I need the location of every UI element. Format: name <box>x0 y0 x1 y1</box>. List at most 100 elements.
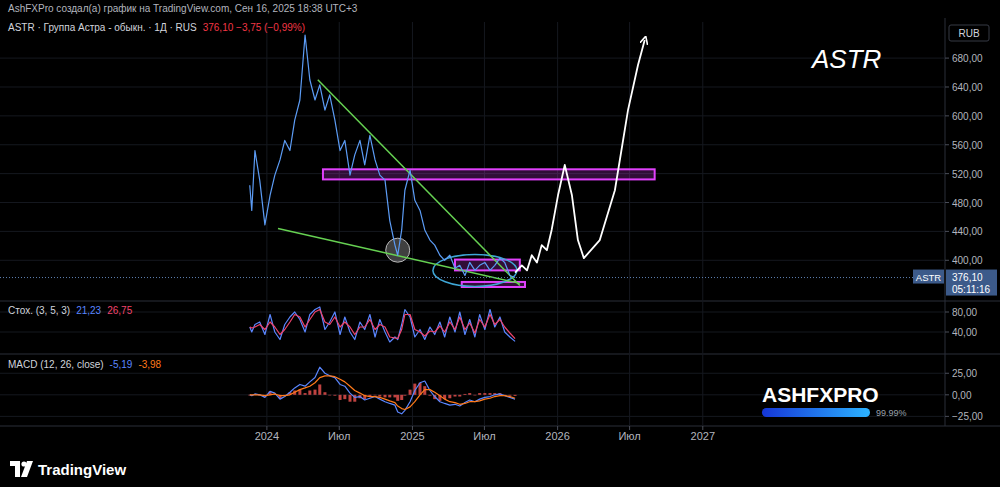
last-price-countdown: 05:11:16 <box>952 284 991 295</box>
y-grid-line <box>0 332 945 333</box>
time-axis-line <box>0 426 1000 427</box>
pane-title: Стох. (3, 5, 3) <box>8 305 70 316</box>
plot-area <box>248 367 516 414</box>
pane-subtitle: 376,10 −3,75 (−0,99%) <box>203 22 305 33</box>
histogram-bar <box>448 395 451 398</box>
histogram-bar <box>328 394 331 396</box>
histogram-bar <box>378 395 381 397</box>
zone <box>323 169 655 179</box>
logo-icon <box>10 461 33 477</box>
legend-value: 26,75 <box>107 305 132 316</box>
watermark: ASHFXPRO <box>762 383 879 406</box>
y-tick-label: 0,00 <box>952 390 972 401</box>
progress-bar <box>762 408 870 417</box>
logo-part <box>21 461 33 477</box>
currency-box <box>949 25 989 41</box>
pane-separator <box>0 354 1000 355</box>
y-tick-label: 520,00 <box>952 169 983 180</box>
y-grid-line <box>0 58 945 59</box>
x-tick-label: 2024 <box>255 430 279 442</box>
y-tick-label: 400,00 <box>952 255 983 266</box>
progress-label: 99.99% <box>876 408 907 418</box>
y-tick-label: 680,00 <box>952 53 983 64</box>
y-tick <box>945 144 949 145</box>
y-grid-line <box>0 115 945 116</box>
histogram-bar <box>323 392 326 395</box>
histogram-bar <box>384 395 387 398</box>
pane-separator <box>0 301 1000 302</box>
histogram-bar <box>458 395 461 397</box>
y-tick <box>945 260 949 261</box>
legend-value: 21,23 <box>76 305 101 316</box>
legend-value: -3,98 <box>138 359 161 370</box>
last-price-label: 376,10 <box>952 272 983 283</box>
trendline <box>318 80 520 286</box>
y-tick-label: 560,00 <box>952 140 983 151</box>
histogram-bar <box>396 395 399 401</box>
forecast-path <box>515 40 645 273</box>
pane-title: ASTR · Группа Астра - обыкн. · 1Д · RUS <box>8 22 197 33</box>
histogram-bar <box>374 394 377 396</box>
y-tick <box>945 58 949 59</box>
y-tick-label: −25,00 <box>952 411 983 422</box>
y-tick <box>945 202 949 203</box>
y-tick-label: 640,00 <box>952 82 983 93</box>
histogram-bar <box>314 390 317 395</box>
y-tick-label: 480,00 <box>952 198 983 209</box>
y-tick <box>945 416 949 417</box>
histogram-bar <box>349 395 352 402</box>
y-tick <box>945 231 949 232</box>
series-line <box>250 376 515 410</box>
y-tick <box>945 394 949 395</box>
x-grid-line <box>339 22 340 425</box>
legend-value: -5,19 <box>110 359 133 370</box>
y-grid-line <box>0 373 945 374</box>
series-line <box>250 35 515 278</box>
trendline <box>278 229 520 284</box>
y-tick-label: 25,00 <box>952 368 977 379</box>
histogram-bar <box>318 384 321 394</box>
x-tick-label: 2027 <box>691 430 715 442</box>
y-tick <box>945 173 949 174</box>
chart-root: 2024Июл2025Июл2026Июл2027400,00440,00480… <box>0 0 1000 487</box>
plot-area <box>250 35 655 287</box>
histogram-bar <box>478 393 481 395</box>
histogram-bar <box>388 395 391 398</box>
histogram-bar <box>428 394 431 396</box>
histogram-bar <box>473 394 476 396</box>
histogram-bar <box>514 395 517 396</box>
y-tick-label: 80,00 <box>952 307 977 318</box>
y-tick-label: 440,00 <box>952 226 983 237</box>
price-axis-line <box>945 18 946 426</box>
y-grid-line <box>0 231 945 232</box>
histogram-bar <box>304 393 307 395</box>
last-price-box <box>946 270 997 296</box>
x-tick-label: Июл <box>618 430 640 442</box>
x-tick-label: Июл <box>473 430 495 442</box>
histogram-bar <box>454 395 457 397</box>
histogram-bar <box>343 395 346 399</box>
series-line <box>250 310 515 339</box>
histogram-bar <box>468 393 471 395</box>
histogram-bar <box>409 390 412 395</box>
histogram-bar <box>339 395 342 400</box>
last-price-symbol-box <box>913 270 944 284</box>
y-tick <box>945 115 949 116</box>
highlight-circle <box>386 238 410 262</box>
pane-title: MACD (12, 26, close) <box>8 359 104 370</box>
histogram-bar <box>403 394 406 396</box>
y-grid-line <box>0 312 945 313</box>
plot-area <box>250 307 515 342</box>
x-grid-line <box>557 22 558 425</box>
histogram-bar <box>308 391 311 395</box>
last-price-line <box>0 277 945 278</box>
series-line <box>250 367 515 414</box>
x-grid-line <box>412 22 413 425</box>
y-tick-label: 40,00 <box>952 327 977 338</box>
y-grid-line <box>0 86 945 87</box>
progress-track <box>762 408 870 417</box>
last-price-symbol: ASTR <box>916 272 941 283</box>
histogram-bar <box>400 395 403 400</box>
histogram-bar <box>393 395 396 398</box>
currency: RUB <box>958 28 979 39</box>
